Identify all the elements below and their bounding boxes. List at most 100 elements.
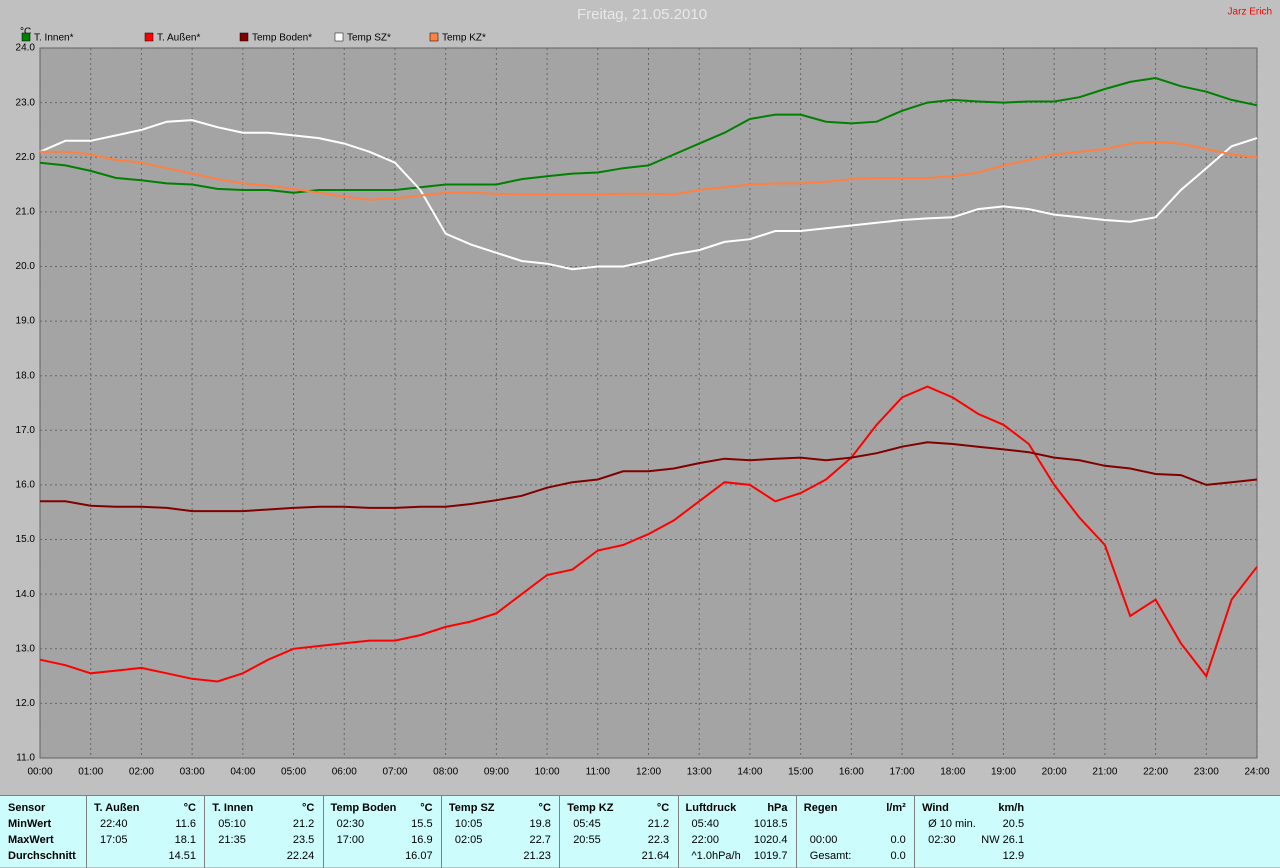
table-cell: 0.0: [890, 834, 906, 846]
chart: Freitag, 21.05.2010 Jarz Erich °C 11.0 12…: [16, 6, 1272, 778]
x-tick-label: 00:00: [27, 767, 52, 778]
y-axis-label: °C: [20, 27, 31, 38]
chart-title: Freitag, 21.05.2010: [577, 6, 707, 23]
data-line: [40, 140, 1258, 201]
table-cell: km/h: [998, 802, 1025, 814]
y-tick-label: 13.0: [16, 643, 36, 654]
y-tick-label: 20.0: [16, 261, 36, 272]
table-cell: Ø 10 min.: [928, 818, 976, 830]
x-tick-label: 23:00: [1194, 767, 1219, 778]
y-tick-label: 19.0: [16, 316, 36, 327]
table-cell: Temp SZ: [448, 802, 495, 814]
y-tick-label: 18.0: [16, 370, 36, 381]
x-tick-label: 11:00: [586, 767, 611, 778]
table-cell: 19.8: [529, 818, 551, 830]
y-tick-label: 14.0: [16, 589, 36, 600]
column-separator: [440, 796, 442, 868]
data-line: [40, 441, 1258, 513]
y-tick-label: 24.0: [16, 43, 36, 54]
table-cell: 16.07: [405, 850, 433, 862]
table-cell: 20.5: [1002, 818, 1025, 830]
table-cell: 10:05: [454, 818, 483, 830]
table-cell: 05:10: [218, 818, 246, 830]
table-cell: T. Außen: [94, 802, 140, 814]
table-cell: Wind: [922, 802, 949, 814]
x-tick-label: 05:00: [281, 767, 306, 778]
data-line: [39, 385, 1258, 683]
table-cell: 22.24: [286, 850, 315, 862]
table-cell: 15.5: [411, 818, 433, 830]
y-tick-label: 16.0: [16, 480, 36, 491]
table-cell: Temp KZ: [567, 802, 614, 814]
table-cell: 1020.4: [753, 834, 788, 846]
x-tick-label: 07:00: [382, 767, 407, 778]
table-cell: 20:55: [573, 834, 601, 846]
x-tick-label: 18:00: [940, 767, 965, 778]
author: Jarz Erich: [1228, 7, 1272, 18]
x-tick-label: 20:00: [1042, 767, 1067, 778]
table-cell: °C: [183, 802, 196, 814]
table-cell: 21.23: [523, 850, 551, 862]
table-cell: l/m²: [886, 802, 906, 814]
legend-swatch: [21, 32, 31, 42]
table-cell: hPa: [767, 802, 788, 814]
legend-swatch: [429, 32, 439, 42]
table-cell: Durchschnitt: [8, 850, 76, 862]
x-tick-label: 21:00: [1092, 767, 1117, 778]
y-tick-label: 12.0: [16, 698, 36, 709]
column-separator: [677, 796, 679, 868]
table-cell: 22.7: [529, 834, 551, 846]
x-tick-label: 09:00: [484, 767, 509, 778]
table-cell: T. Innen: [212, 802, 254, 814]
table-cell: 22:40: [100, 818, 128, 830]
table-cell: °C: [301, 802, 315, 814]
x-tick-label: 19:00: [991, 767, 1016, 778]
table-cell: 11.6: [175, 818, 196, 830]
table-cell: 12.9: [1002, 850, 1025, 862]
table-cell: 18.1: [174, 834, 196, 846]
column-separator: [322, 796, 324, 868]
column-separator: [559, 796, 561, 868]
legend-swatch: [144, 32, 154, 42]
table-cell: 17:05: [100, 834, 128, 846]
table-cell: 1018.5: [753, 818, 788, 830]
legend-label: Temp KZ*: [442, 33, 486, 44]
x-tick-label: 13:00: [687, 767, 712, 778]
table-cell: 02:05: [454, 834, 483, 846]
x-tick-label: 22:00: [1143, 767, 1168, 778]
x-tick-label: 04:00: [230, 767, 255, 778]
y-tick-label: 11.0: [16, 753, 35, 764]
table-cell: 21.2: [647, 818, 670, 830]
table-cell: °C: [656, 802, 670, 814]
table-cell: 02:30: [928, 834, 956, 846]
table-cell: 05:40: [691, 818, 720, 830]
table-cell: 22.3: [647, 834, 670, 846]
legend-swatch: [334, 32, 344, 42]
table-cell: 16.9: [411, 834, 433, 846]
y-tick-label: 22.0: [16, 152, 36, 163]
y-tick-label: 21.0: [16, 206, 36, 217]
table-cell: 21:35: [218, 834, 246, 846]
legend-label: Temp Boden*: [252, 33, 312, 44]
table-cell: Regen: [803, 802, 838, 814]
y-tick-label: 15.0: [16, 534, 36, 545]
y-tick-label: 23.0: [16, 97, 36, 108]
x-tick-label: 03:00: [180, 767, 205, 778]
column-separator: [914, 796, 916, 868]
stats-table: Sensor MinWert MaxWert Durchschnitt T. Außen…: [0, 795, 1280, 868]
data-line: [39, 76, 1258, 194]
x-tick-label: 14:00: [737, 767, 762, 778]
table-cell: Sensor: [8, 802, 46, 814]
table-cell: Gesamt:: [809, 850, 852, 862]
column-separator: [86, 796, 87, 868]
x-tick-label: 17:00: [890, 767, 915, 778]
table-cell: 0.0: [890, 850, 906, 862]
table-cell: Luftdruck: [685, 802, 737, 814]
table-cell: ^1.0hPa/h: [691, 850, 741, 862]
table-cell: 1019.7: [753, 850, 788, 862]
table-cell: 00:00: [809, 834, 838, 846]
table-cell: MaxWert: [8, 834, 54, 846]
x-tick-label: 02:00: [129, 767, 154, 778]
table-cell: MinWert: [8, 818, 52, 830]
